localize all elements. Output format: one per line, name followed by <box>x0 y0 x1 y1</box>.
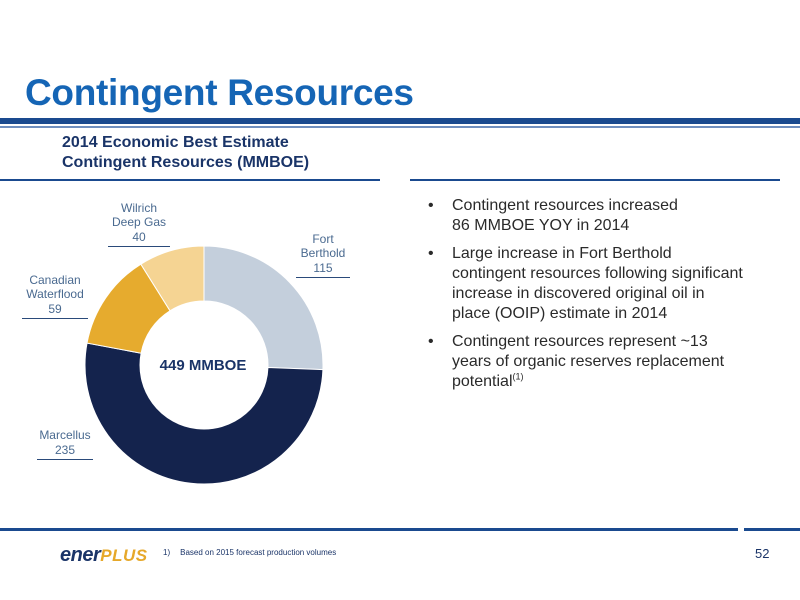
logo-part-1: ener <box>60 544 101 566</box>
company-logo: enerPLUS <box>60 544 148 567</box>
footer-rule-right <box>744 528 800 531</box>
logo-part-2: PLUS <box>100 546 148 565</box>
footnote: 1) Based on 2015 forecast production volu… <box>163 548 336 557</box>
bullet-line: contingent resources following significa… <box>452 265 743 282</box>
footnote-text: Based on 2015 forecast production volume… <box>180 548 337 557</box>
slice-label-line: Waterflood <box>26 287 84 301</box>
slice-label-fort-berthold: Fort Berthold 115 <box>296 232 350 278</box>
bullet-line: place (OOIP) estimate in 2014 <box>452 305 668 322</box>
slice-label-line: Berthold <box>300 246 346 260</box>
bullet-line: Large increase in Fort Berthold <box>452 245 672 262</box>
donut-slice-marcellus <box>84 342 324 485</box>
page-number: 52 <box>755 546 770 561</box>
bullet-item: Contingent resources increased 86 MMBOE … <box>425 196 785 236</box>
slice-label-wilrich-deep-gas: Wilrich Deep Gas 40 <box>108 201 170 247</box>
footnote-number: 1) <box>163 548 171 557</box>
slice-label-canadian-waterflood: Canadian Waterflood 59 <box>22 273 88 319</box>
bullet-line: Contingent resources represent ~13 <box>452 333 708 350</box>
bullet-line: years of organic reserves replacement <box>452 353 725 370</box>
donut-slice-wilrich-deep-gas <box>140 245 205 312</box>
bullet-line: Contingent resources increased <box>452 197 678 214</box>
footer-rule <box>0 528 738 531</box>
bullet-item: Large increase in Fort Berthold continge… <box>425 244 785 324</box>
bullet-list: Contingent resources increased 86 MMBOE … <box>425 196 785 400</box>
bullet-line: 86 MMBOE YOY in 2014 <box>452 217 630 234</box>
chart-title-rule <box>0 179 380 181</box>
bullets-rule <box>410 179 780 181</box>
slice-value: 59 <box>22 302 88 319</box>
slide-title: Contingent Resources <box>25 72 414 113</box>
bullet-line: increase in discovered original oil in <box>452 285 705 302</box>
chart-title: 2014 Economic Best Estimate Contingent R… <box>62 133 392 173</box>
slice-value: 40 <box>108 230 170 247</box>
slice-value: 115 <box>296 261 350 278</box>
title-rule-thin <box>0 126 800 128</box>
slice-label-marcellus: Marcellus 235 <box>37 428 93 460</box>
slice-label-line: Wilrich <box>121 201 157 215</box>
bullet-item: Contingent resources represent ~13 years… <box>425 332 785 392</box>
chart-title-line-2: Contingent Resources (MMBOE) <box>62 154 310 171</box>
slice-value: 235 <box>37 443 93 460</box>
bullet-line: potential <box>452 373 513 390</box>
donut-slice-fort-berthold <box>203 245 324 371</box>
slice-label-line: Deep Gas <box>111 215 167 229</box>
title-rule <box>0 118 800 124</box>
slice-label-line: Marcellus <box>39 428 91 442</box>
chart-title-line-1: 2014 Economic Best Estimate <box>62 134 289 151</box>
slice-label-line: Fort <box>312 232 334 246</box>
slice-label-line: Canadian <box>29 273 81 287</box>
donut-center-label: 449 MMBOE <box>159 357 247 374</box>
footnote-reference: (1) <box>512 371 524 382</box>
